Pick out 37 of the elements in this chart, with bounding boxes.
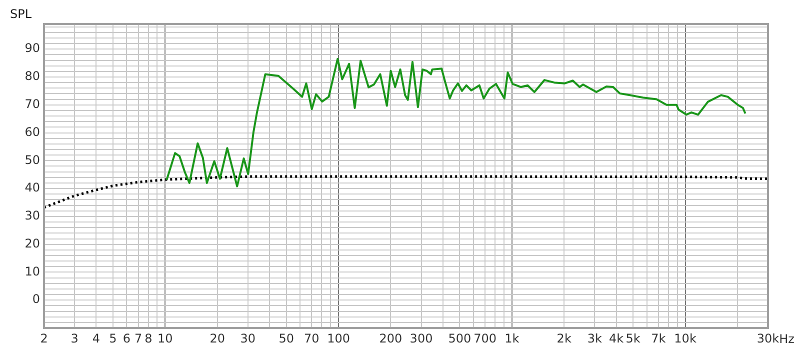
y-tick-label: 60 <box>24 124 40 139</box>
x-tick-label: 50 <box>278 331 294 346</box>
x-tick-label: 6 <box>122 331 131 346</box>
x-tick-label: 7k <box>651 331 666 346</box>
x-tick-label: 2 <box>40 331 48 346</box>
x-tick-label: 7 <box>134 331 142 346</box>
x-tick-label: 4 <box>92 331 100 346</box>
x-tick-label: 20 <box>210 331 226 346</box>
x-tick-label: 3k <box>587 331 602 346</box>
x-tick-label: 4k <box>608 331 624 346</box>
x-tick-label: 100 <box>327 331 350 346</box>
y-tick-label: 40 <box>24 180 40 195</box>
y-axis-title: SPL <box>10 7 32 22</box>
y-tick-label: 70 <box>24 97 40 112</box>
x-tick-label: 10k <box>674 331 696 346</box>
y-tick-label: 90 <box>24 41 40 56</box>
x-tick-label: 5k <box>626 331 640 346</box>
y-tick-label: 20 <box>24 236 40 250</box>
y-tick-label: 50 <box>24 152 40 167</box>
x-tick-label: 300 <box>410 331 433 346</box>
x-axis-title: Hz <box>779 332 794 346</box>
x-tick-label: 30 <box>240 331 256 346</box>
x-tick-label: 500 <box>448 331 472 346</box>
x-tick-label: 8 <box>144 331 152 346</box>
x-tick-label: 30k <box>756 331 780 346</box>
x-tick-label: 2k <box>556 331 572 346</box>
x-tick-label: 5 <box>109 331 117 346</box>
y-tick-label: 80 <box>24 69 40 84</box>
x-tick-label: 200 <box>379 331 402 346</box>
y-tick-label: 10 <box>24 264 40 278</box>
x-tick-label: 10 <box>158 331 173 346</box>
y-tick-label: 0 <box>32 292 40 306</box>
x-tick-label: 3 <box>70 331 78 346</box>
y-tick-label: 30 <box>24 208 40 223</box>
x-tick-label: 70 <box>304 331 320 346</box>
x-tick-label: 1k <box>504 331 520 346</box>
x-tick-label: 700 <box>474 331 497 346</box>
